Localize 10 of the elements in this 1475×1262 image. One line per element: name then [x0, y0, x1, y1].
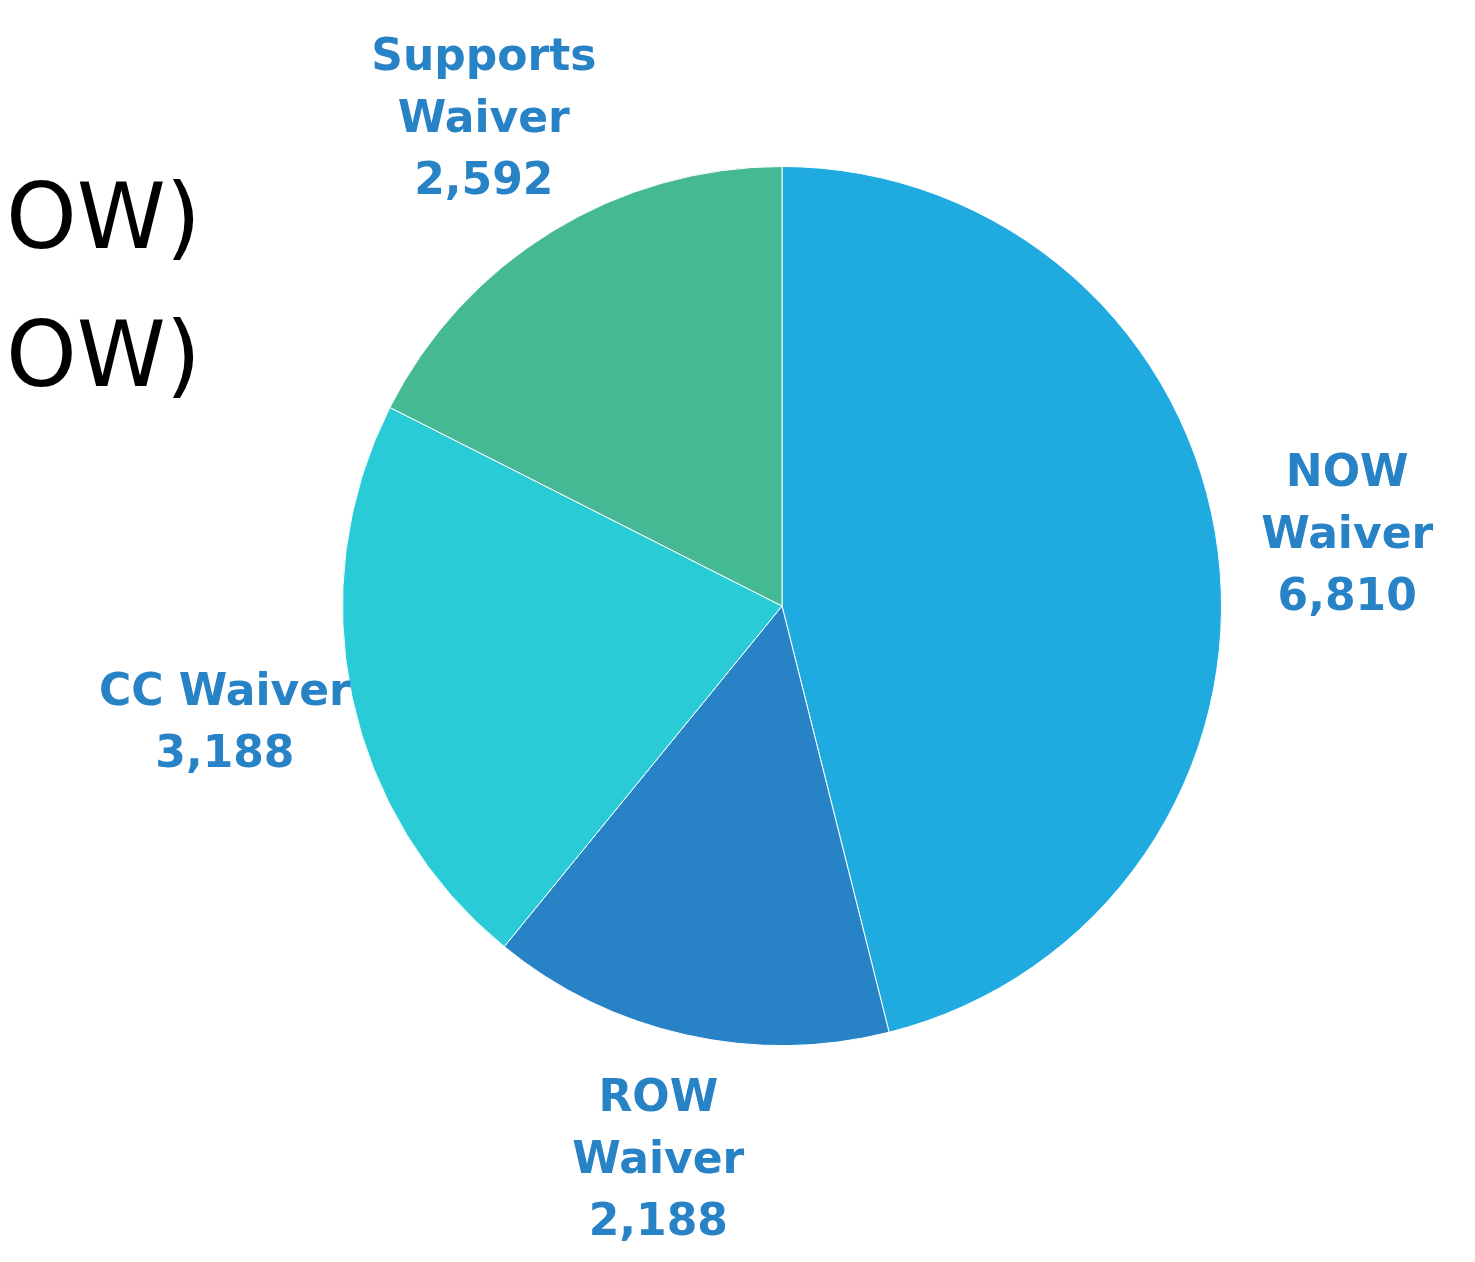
data-label: 6,810	[1277, 568, 1417, 620]
text: OW)	[6, 302, 201, 408]
text: OW)	[6, 164, 201, 270]
slice-label: ROW Waiver	[572, 1070, 745, 1184]
data-label: 2,592	[414, 153, 554, 205]
data-label: 2,188	[588, 1194, 728, 1246]
slice-label: Supports Waiver	[371, 29, 597, 143]
slice-label: NOW Waiver	[1261, 444, 1434, 558]
data-label: 3,188	[155, 725, 295, 777]
slice-label: CC Waiver	[98, 663, 352, 715]
